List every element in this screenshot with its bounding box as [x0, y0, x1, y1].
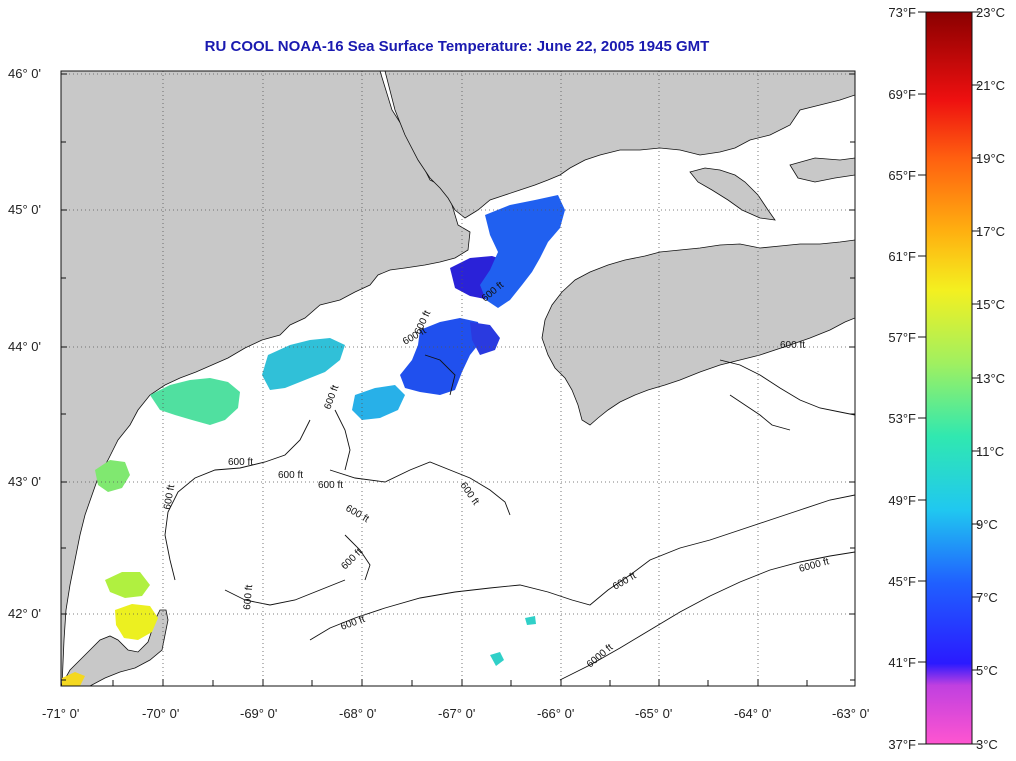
colorbar-c-label: 17°C: [976, 224, 1005, 239]
longitude-labels: -71° 0' -70° 0' -69° 0' -68° 0' -67° 0' …: [42, 706, 869, 721]
colorbar-f-label: 49°F: [888, 493, 916, 508]
contour-label: 600 ft: [318, 480, 343, 491]
land-new-england: [61, 71, 471, 686]
contour-label: 600 ft: [228, 457, 253, 468]
lon-label: -67° 0': [438, 706, 475, 721]
colorbar-c-label: 23°C: [976, 5, 1005, 20]
map-frame: [60, 70, 856, 687]
lat-label: 43° 0': [8, 474, 41, 489]
lon-label: -70° 0': [142, 706, 179, 721]
colorbar-f-label: 53°F: [888, 411, 916, 426]
graticule: [61, 71, 855, 686]
lon-label: -68° 0': [339, 706, 376, 721]
colorbar: 73°F 69°F 65°F 61°F 57°F 53°F 49°F 45°F …: [888, 5, 1005, 752]
sst-green-2: [95, 460, 130, 492]
lon-label: -63° 0': [832, 706, 869, 721]
sst-data: [62, 195, 565, 686]
sst-blue-2: [400, 318, 482, 395]
bathymetry-contours: [164, 354, 855, 681]
sst-cyan-3: [490, 652, 504, 666]
colorbar-f-label: 41°F: [888, 655, 916, 670]
map-title: RU COOL NOAA-16 Sea Surface Temperature:…: [204, 38, 710, 55]
sst-cyan-4: [525, 616, 536, 625]
colorbar-c-label: 15°C: [976, 297, 1005, 312]
land-pei: [789, 157, 855, 183]
land-new-brunswick: [384, 71, 855, 219]
lon-label: -69° 0': [240, 706, 277, 721]
contour-label: 600 ft: [780, 340, 805, 351]
lat-label: 44° 0': [8, 339, 41, 354]
colorbar-c-label: 13°C: [976, 371, 1005, 386]
contour-label: 600 ft: [278, 470, 303, 481]
lon-label: -66° 0': [537, 706, 574, 721]
sst-yellowgreen-1: [105, 572, 150, 598]
colorbar-c-label: 5°C: [976, 663, 998, 678]
sst-cyan-2: [262, 338, 345, 390]
sst-yellow-1: [115, 604, 158, 640]
lon-label: -65° 0': [635, 706, 672, 721]
lon-label: -71° 0': [42, 706, 79, 721]
colorbar-f-label: 57°F: [888, 330, 916, 345]
colorbar-c-label: 11°C: [976, 444, 1004, 459]
colorbar-f-label: 65°F: [888, 168, 916, 183]
land: [61, 71, 855, 686]
sst-cyan-1: [352, 385, 405, 420]
lat-label: 45° 0': [8, 202, 41, 217]
colorbar-f-label: 73°F: [888, 5, 916, 20]
latitude-labels: 46° 0' 45° 0' 44° 0' 43° 0' 42° 0': [8, 66, 41, 621]
colorbar-c-label: 7°C: [976, 590, 998, 605]
lat-label: 42° 0': [8, 606, 41, 621]
land-nova-scotia: [541, 239, 855, 426]
lon-label: -64° 0': [734, 706, 771, 721]
colorbar-f-label: 45°F: [888, 574, 916, 589]
colorbar-c-label: 9°C: [976, 517, 998, 532]
lat-label: 46° 0': [8, 66, 41, 81]
sst-blue-1: [480, 195, 565, 308]
colorbar-f-label: 61°F: [888, 249, 916, 264]
colorbar-c-label: 3°C: [976, 737, 998, 752]
sst-green-1: [150, 378, 240, 425]
contour-label: 600 ft: [242, 584, 255, 610]
colorbar-c-label: 21°C: [976, 78, 1005, 93]
sst-yellow-2: [62, 672, 85, 686]
frame-ticks: [61, 73, 855, 686]
colorbar-f-label: 69°F: [888, 87, 916, 102]
colorbar-f-label: 37°F: [888, 737, 916, 752]
colorbar-gradient: [925, 11, 973, 745]
land-ns-north: [689, 167, 776, 221]
contour-label: 600 ft: [162, 484, 177, 511]
colorbar-c-label: 19°C: [976, 151, 1005, 166]
